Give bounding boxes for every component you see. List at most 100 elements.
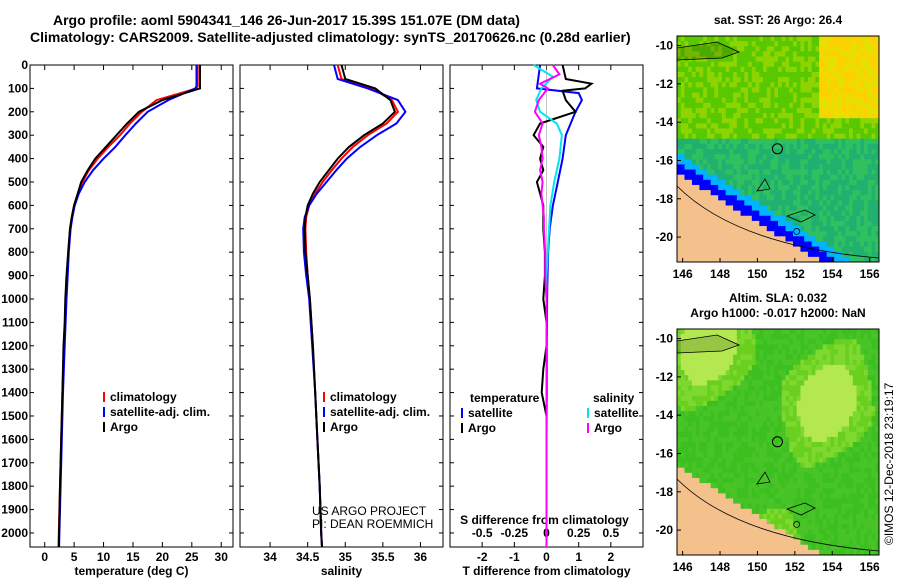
- plot-frame: [29, 64, 234, 548]
- depth-tick-label: 1500: [1, 409, 28, 423]
- x-axis-label: temperature (deg C): [74, 564, 188, 578]
- project-annotation: US ARGO PROJECT: [312, 504, 427, 518]
- salinity-diff-tick-label: -0.5: [472, 526, 493, 540]
- x-tick-label: 30: [215, 550, 229, 564]
- secondary-marker: [793, 520, 801, 528]
- depth-tick-label: 400: [8, 152, 28, 166]
- lat-tick-label: -10: [656, 39, 674, 53]
- depth-tick-label: 900: [8, 269, 28, 283]
- lon-tick-label: 156: [860, 560, 880, 574]
- depth-tick-label: 600: [8, 198, 28, 212]
- legend-label: climatology: [110, 390, 177, 404]
- lon-tick-label: 152: [785, 267, 805, 281]
- isobath-line: [676, 478, 880, 552]
- isobath-line: [676, 185, 880, 259]
- legend-label: satellite-adj. clim.: [330, 405, 430, 419]
- float-position-marker: [771, 143, 783, 155]
- x-tick-label: 2: [607, 550, 614, 564]
- plot-frame: [239, 64, 444, 548]
- reef-outline: [785, 209, 816, 223]
- lat-tick-label: -12: [656, 370, 674, 384]
- x-tick-label: 25: [185, 550, 199, 564]
- sla-map-title-line-1: Altim. SLA: 0.032: [729, 291, 827, 305]
- depth-tick-label: 1000: [1, 292, 28, 306]
- lat-tick-label: -16: [656, 153, 674, 167]
- x-tick-label: -2: [477, 550, 488, 564]
- salinity-diff-tick-label: 0.5: [602, 526, 619, 540]
- reef-outline: [756, 178, 771, 192]
- depth-tick-label: 1900: [1, 503, 28, 517]
- lon-tick-label: 146: [673, 267, 693, 281]
- depth-tick-label: 1600: [1, 432, 28, 446]
- x-tick-label: 36: [414, 550, 428, 564]
- legend-title-temperature: temperature: [470, 391, 540, 405]
- x-tick-label: 1: [575, 550, 582, 564]
- depth-tick-label: 1300: [1, 362, 28, 376]
- depth-tick-label: 800: [8, 245, 28, 259]
- lon-tick-label: 154: [822, 267, 842, 281]
- lon-tick-label: 148: [710, 267, 730, 281]
- lat-tick-label: -12: [656, 77, 674, 91]
- series-line-s-argo: [533, 64, 561, 547]
- x-tick-label: 34: [263, 550, 277, 564]
- map-frame: [676, 328, 880, 556]
- secondary-marker: [793, 227, 801, 235]
- x-tick-label: 34.5: [296, 550, 320, 564]
- lat-tick-label: -14: [656, 408, 674, 422]
- salinity-diff-axis-label: S difference from climatology: [460, 513, 629, 527]
- x-tick-label: 0: [41, 550, 48, 564]
- sla-map-title-line-2: Argo h1000: -0.017 h2000: NaN: [690, 306, 865, 320]
- sst-map: 146 148 150 152 154 156 -10 -12 -14 -16 -18 -20: [656, 35, 880, 281]
- depth-tick-label: 100: [8, 81, 28, 95]
- figure-title-line-2: Climatology: CARS2009. Satellite-adjuste…: [30, 29, 631, 45]
- depth-tick-label: 1200: [1, 339, 28, 353]
- float-position-marker: [771, 436, 783, 448]
- depth-tick-label: 1100: [2, 315, 28, 329]
- lon-tick-label: 156: [860, 267, 880, 281]
- profile-panel-2: -2 -1 0 1 2T difference from climatology -0.5…: [449, 64, 644, 578]
- legend-label: satellite-adj. clim.: [110, 405, 210, 419]
- depth-tick-label: 1400: [1, 386, 28, 400]
- legend-label: Argo: [330, 420, 358, 434]
- legend-label: Argo: [594, 421, 622, 435]
- x-tick-label: -1: [509, 550, 520, 564]
- legend-label: Argo: [468, 421, 496, 435]
- lon-tick-label: 150: [747, 267, 767, 281]
- lon-tick-label: 154: [822, 560, 842, 574]
- x-tick-label: 10: [97, 550, 111, 564]
- project-annotation: PI: DEAN ROEMMICH: [312, 517, 433, 531]
- profile-panel-0: 0 5 10 15 20 25 30 temperature (deg C) climatolo…: [29, 64, 234, 578]
- x-tick-label: 20: [156, 550, 170, 564]
- lat-tick-label: -20: [656, 230, 674, 244]
- x-tick-label: 5: [71, 550, 78, 564]
- depth-tick-label: 500: [8, 175, 28, 189]
- lat-tick-label: -16: [656, 446, 674, 460]
- lat-tick-label: -14: [656, 115, 674, 129]
- x-tick-label: 35: [339, 550, 353, 564]
- depth-tick-label: 1700: [1, 456, 28, 470]
- depth-tick-label: 200: [8, 105, 28, 119]
- depth-tick-label: 300: [8, 128, 28, 142]
- legend-label: satellite: [468, 406, 513, 420]
- x-axis-label: T difference from climatology: [462, 564, 630, 578]
- lon-tick-label: 152: [785, 560, 805, 574]
- lat-tick-label: -10: [656, 332, 674, 346]
- depth-tick-label: 700: [8, 222, 28, 236]
- profile-panel-1: 34 34.5 35 35.5 36 salinity climatologysatelli…: [239, 64, 444, 578]
- x-axis-label: salinity: [321, 564, 363, 578]
- reef-outline: [756, 471, 771, 485]
- x-tick-label: 35.5: [371, 550, 395, 564]
- legend-label: climatology: [330, 390, 397, 404]
- lat-tick-label: -20: [656, 523, 674, 537]
- lat-tick-label: -18: [656, 192, 674, 206]
- x-tick-label: 0: [543, 550, 550, 564]
- depth-tick-label: 1800: [1, 479, 28, 493]
- lon-tick-label: 146: [673, 560, 693, 574]
- series-line-argo: [303, 64, 397, 548]
- sla-map: 146 148 150 152 154 156 -10 -12 -14 -16 -18 -20: [656, 328, 880, 574]
- map-frame: [676, 35, 880, 263]
- salinity-diff-tick-label: 0.25: [567, 526, 591, 540]
- lat-tick-label: -18: [656, 485, 674, 499]
- depth-tick-label: 0: [21, 58, 28, 72]
